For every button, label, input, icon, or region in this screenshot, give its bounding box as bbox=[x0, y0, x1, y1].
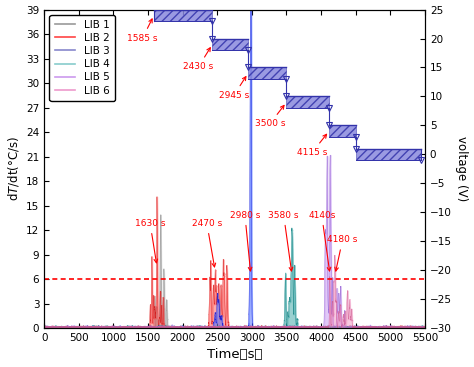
Y-axis label: voltage (V): voltage (V) bbox=[456, 136, 468, 201]
Text: 3500 s: 3500 s bbox=[255, 105, 285, 128]
Legend: LIB 1, LIB 2, LIB 3, LIB 4, LIB 5, LIB 6: LIB 1, LIB 2, LIB 3, LIB 4, LIB 5, LIB 6 bbox=[49, 15, 115, 101]
Text: 2945 s: 2945 s bbox=[219, 77, 249, 100]
Y-axis label: d$T$/dt(°C/s): d$T$/dt(°C/s) bbox=[6, 136, 20, 201]
Text: 3580 s: 3580 s bbox=[268, 211, 299, 271]
Text: 2980 s: 2980 s bbox=[230, 211, 260, 271]
Text: 1630 s: 1630 s bbox=[135, 219, 165, 263]
Text: 4180 s: 4180 s bbox=[328, 235, 358, 271]
Text: 2470 s: 2470 s bbox=[192, 219, 222, 267]
Text: 4140s: 4140s bbox=[308, 211, 336, 271]
Text: 2430 s: 2430 s bbox=[183, 48, 214, 71]
Text: 4115 s: 4115 s bbox=[297, 134, 327, 157]
Text: 1585 s: 1585 s bbox=[127, 19, 158, 43]
X-axis label: Time（s）: Time（s） bbox=[207, 348, 262, 361]
